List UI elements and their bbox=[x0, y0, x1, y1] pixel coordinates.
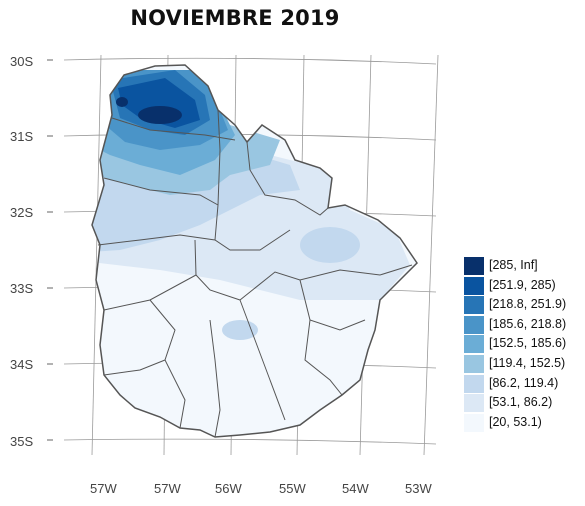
y-axis: 30S 31S 32S 33S 34S 35S bbox=[10, 54, 33, 449]
legend-swatch bbox=[464, 354, 484, 373]
y-tick-label: 34S bbox=[10, 357, 33, 372]
x-tick-label: 53W bbox=[405, 481, 432, 496]
page-title: NOVIEMBRE 2019 bbox=[130, 6, 340, 30]
legend-label: [152.5, 185.6) bbox=[489, 336, 567, 351]
y-tick-label: 33S bbox=[10, 281, 33, 296]
legend-label: [119.4, 152.5) bbox=[489, 355, 566, 370]
legend-swatch bbox=[464, 335, 484, 354]
legend-label: [86.2, 119.4) bbox=[489, 375, 559, 390]
precipitation-fill bbox=[92, 65, 417, 437]
country-outline bbox=[91, 64, 418, 438]
legend-label: [185.6, 218.8) bbox=[489, 316, 567, 331]
legend-swatch bbox=[464, 296, 484, 315]
legend-label: [251.9, 285) bbox=[489, 277, 556, 292]
legend-label: [53.1, 86.2) bbox=[489, 395, 553, 410]
legend-swatch bbox=[464, 276, 484, 295]
x-tick-label: 54W bbox=[342, 481, 369, 496]
y-tick-label: 35S bbox=[10, 434, 33, 449]
legend-swatch bbox=[464, 315, 484, 334]
x-tick-label: 57W bbox=[154, 481, 181, 496]
y-tick-label: 30S bbox=[10, 54, 33, 69]
y-tick-label: 31S bbox=[10, 129, 33, 144]
legend-swatch bbox=[464, 374, 484, 393]
legend-label: [20, 53.1) bbox=[489, 414, 542, 429]
x-tick-label: 55W bbox=[279, 481, 306, 496]
x-tick-label: 56W bbox=[215, 481, 242, 496]
legend-swatch bbox=[464, 257, 484, 275]
legend-swatch bbox=[464, 394, 484, 413]
legend-label: [285, Inf] bbox=[489, 258, 538, 272]
y-tick-label: 32S bbox=[10, 205, 33, 220]
legend-label: [218.8, 251.9) bbox=[489, 297, 567, 312]
y-tick-marks bbox=[47, 59, 53, 441]
legend-swatch bbox=[464, 413, 484, 432]
x-tick-label: 57W bbox=[90, 481, 117, 496]
x-axis: 57W 57W 56W 55W 54W 53W bbox=[90, 481, 432, 496]
department-boundaries bbox=[97, 109, 413, 438]
